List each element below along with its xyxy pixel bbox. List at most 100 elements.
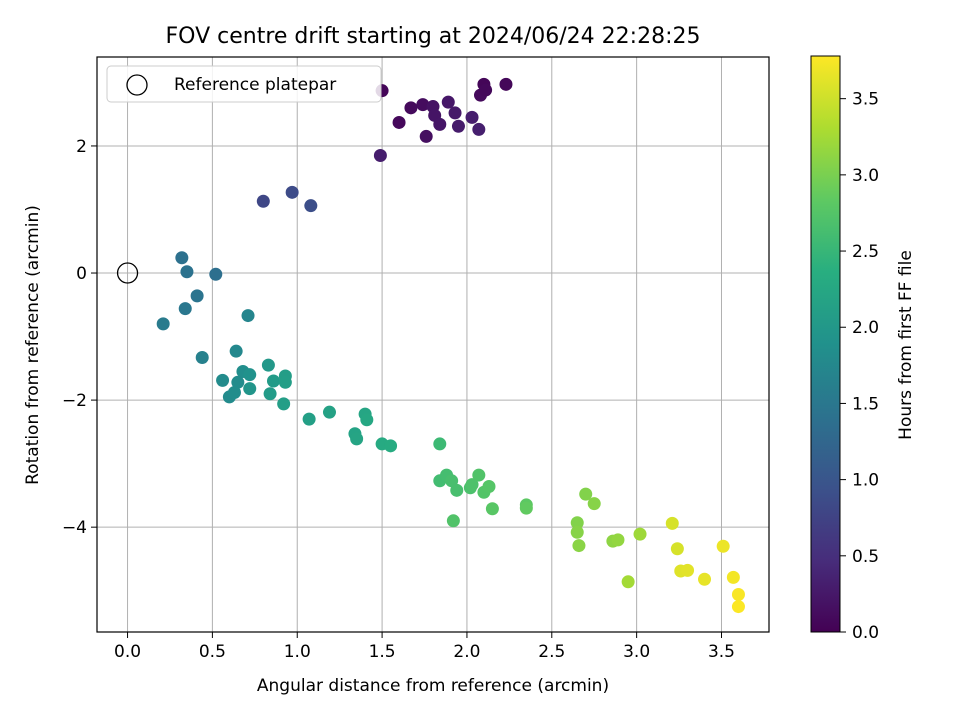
grid-lines [97,57,769,632]
data-point [278,375,292,389]
data-point [633,527,647,541]
data-point [726,570,740,584]
legend-entry-reference: Reference platepar [174,75,336,95]
y-axis-label: Rotation from reference (arcmin) [23,205,43,485]
data-point [190,289,204,303]
data-point [681,563,695,577]
data-point [175,251,189,265]
data-point [261,358,275,372]
data-point [482,480,496,494]
data-point [670,542,684,556]
data-point [570,516,584,530]
data-point [499,77,513,91]
data-point [227,385,241,399]
data-point [570,525,584,539]
legend-reference-marker-icon [126,74,148,96]
x-tick-label: 1.0 [284,642,311,662]
data-point [263,387,277,401]
data-point [621,575,635,589]
data-point [178,302,192,316]
data-point [433,117,447,131]
data-point [419,129,433,143]
colorbar-tick-label: 0.0 [852,623,879,643]
y-tick-label: −4 [62,518,87,538]
x-tick-label: 2.0 [453,642,480,662]
data-point [446,514,460,528]
data-points [116,77,745,614]
data-point [611,533,625,547]
colorbar-tick-label: 1.5 [852,394,879,414]
data-point [731,600,745,614]
x-axis-ticks: 0.0 0.5 1.0 1.5 2.0 2.5 3.0 3.5 [114,632,735,662]
data-point [266,374,280,388]
data-point [392,115,406,129]
colorbar-tick-label: 2.5 [852,242,879,262]
colorbar-tick-label: 3.0 [852,166,879,186]
x-tick-label: 0.5 [199,642,226,662]
colorbar-tick-label: 1.0 [852,471,879,491]
data-point [716,539,730,553]
data-point [304,199,318,213]
data-point [451,119,465,133]
data-point [479,83,493,97]
data-point [465,478,479,492]
y-tick-label: −2 [62,391,87,411]
y-axis-ticks: 2 0 −2 −4 [62,137,97,538]
plot-frame [96,56,770,633]
data-point [350,432,364,446]
data-point [256,194,270,208]
data-point [416,98,430,112]
colorbar [810,55,841,633]
data-point [216,373,230,387]
legend: Reference platepar [106,65,382,103]
data-point [241,309,255,323]
colorbar-tick-label: 0.5 [852,547,879,567]
x-tick-label: 0.0 [114,642,141,662]
data-point [404,101,418,115]
data-point [519,501,533,515]
y-tick-label: 2 [76,137,87,157]
data-point [572,539,586,553]
x-tick-label: 2.5 [538,642,565,662]
x-tick-label: 1.5 [369,642,396,662]
colorbar-tick-label: 2.0 [852,318,879,338]
data-point [472,122,486,136]
x-tick-label: 3.5 [708,642,735,662]
data-point [195,351,209,365]
data-point [731,588,745,602]
data-point [448,106,462,120]
data-point [433,437,447,451]
data-point [698,572,712,586]
data-point [445,474,459,488]
y-tick-label: 0 [76,264,87,284]
colorbar-label: Hours from first FF file [896,250,916,440]
data-point [485,502,499,516]
data-point [209,267,223,281]
colorbar-ticks: 0.0 0.5 1.0 1.5 2.0 2.5 3.0 3.5 [840,90,879,643]
colorbar-tick-label: 3.5 [852,90,879,110]
data-point [472,468,486,482]
data-point [243,382,257,396]
data-point [243,368,257,382]
x-axis-label: Angular distance from reference (arcmin) [257,676,609,696]
x-tick-label: 3.0 [623,642,650,662]
data-point [579,487,593,501]
data-point [441,95,455,109]
reference-platepar-marker [116,262,139,284]
data-point [277,397,291,411]
chart-title: FOV centre drift starting at 2024/06/24 … [166,24,701,49]
data-point [450,483,464,497]
data-point [373,148,387,162]
data-point [587,497,601,511]
data-point [229,344,243,358]
data-point [302,412,316,426]
data-point [465,110,479,124]
data-point [665,516,679,530]
data-point [231,375,245,389]
data-point [322,405,336,419]
data-point [156,317,170,331]
data-point [360,413,374,427]
legend-box [106,65,382,103]
data-point [285,185,299,199]
